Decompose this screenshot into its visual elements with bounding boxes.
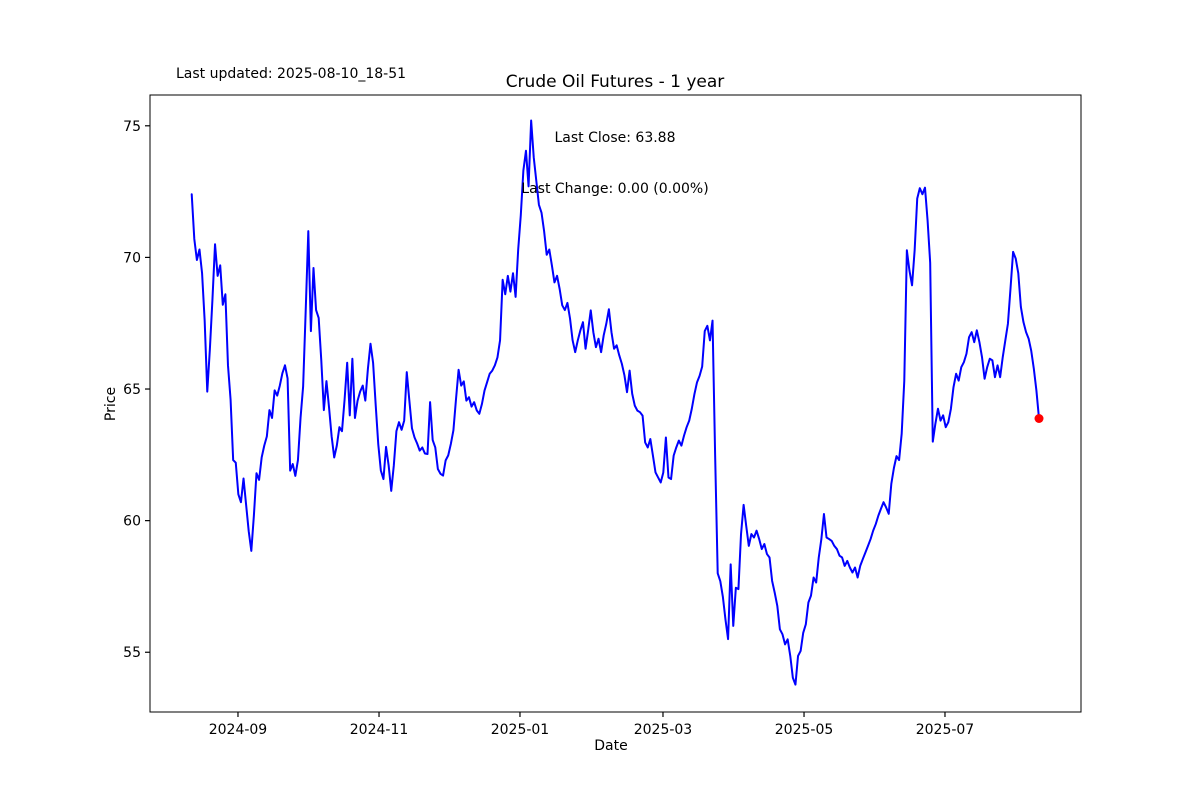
y-axis-label: Price (103, 386, 119, 422)
x-axis-label: Date (594, 738, 628, 754)
y-tick-label: 75 (123, 119, 141, 135)
price-line (190, 119, 1041, 686)
last-close-annotation: Last Close: 63.88 Last Change: 0.00 (0.0… (415, 96, 815, 232)
x-tick-label: 2024-09 (209, 722, 268, 738)
chart-title: Crude Oil Futures - 1 year (505, 72, 725, 92)
last-updated-label: Last updated: 2025-08-10_18-51 (176, 66, 407, 82)
y-tick-label: 55 (123, 645, 141, 661)
y-tick-label: 70 (123, 250, 141, 266)
x-tick-label: 2025-05 (775, 722, 834, 738)
x-tick-label: 2025-03 (634, 722, 693, 738)
last-close-marker (1034, 414, 1044, 424)
last-close-line: Last Close: 63.88 (554, 130, 676, 146)
x-tick-label: 2025-07 (916, 722, 975, 738)
last-change-line: Last Change: 0.00 (0.00%) (521, 181, 709, 197)
y-tick-label: 60 (123, 514, 141, 530)
x-tick-label: 2024-11 (350, 722, 409, 738)
x-tick-label: 2025-01 (491, 722, 550, 738)
y-tick-label: 65 (123, 382, 141, 398)
plot-border (149, 94, 1082, 713)
